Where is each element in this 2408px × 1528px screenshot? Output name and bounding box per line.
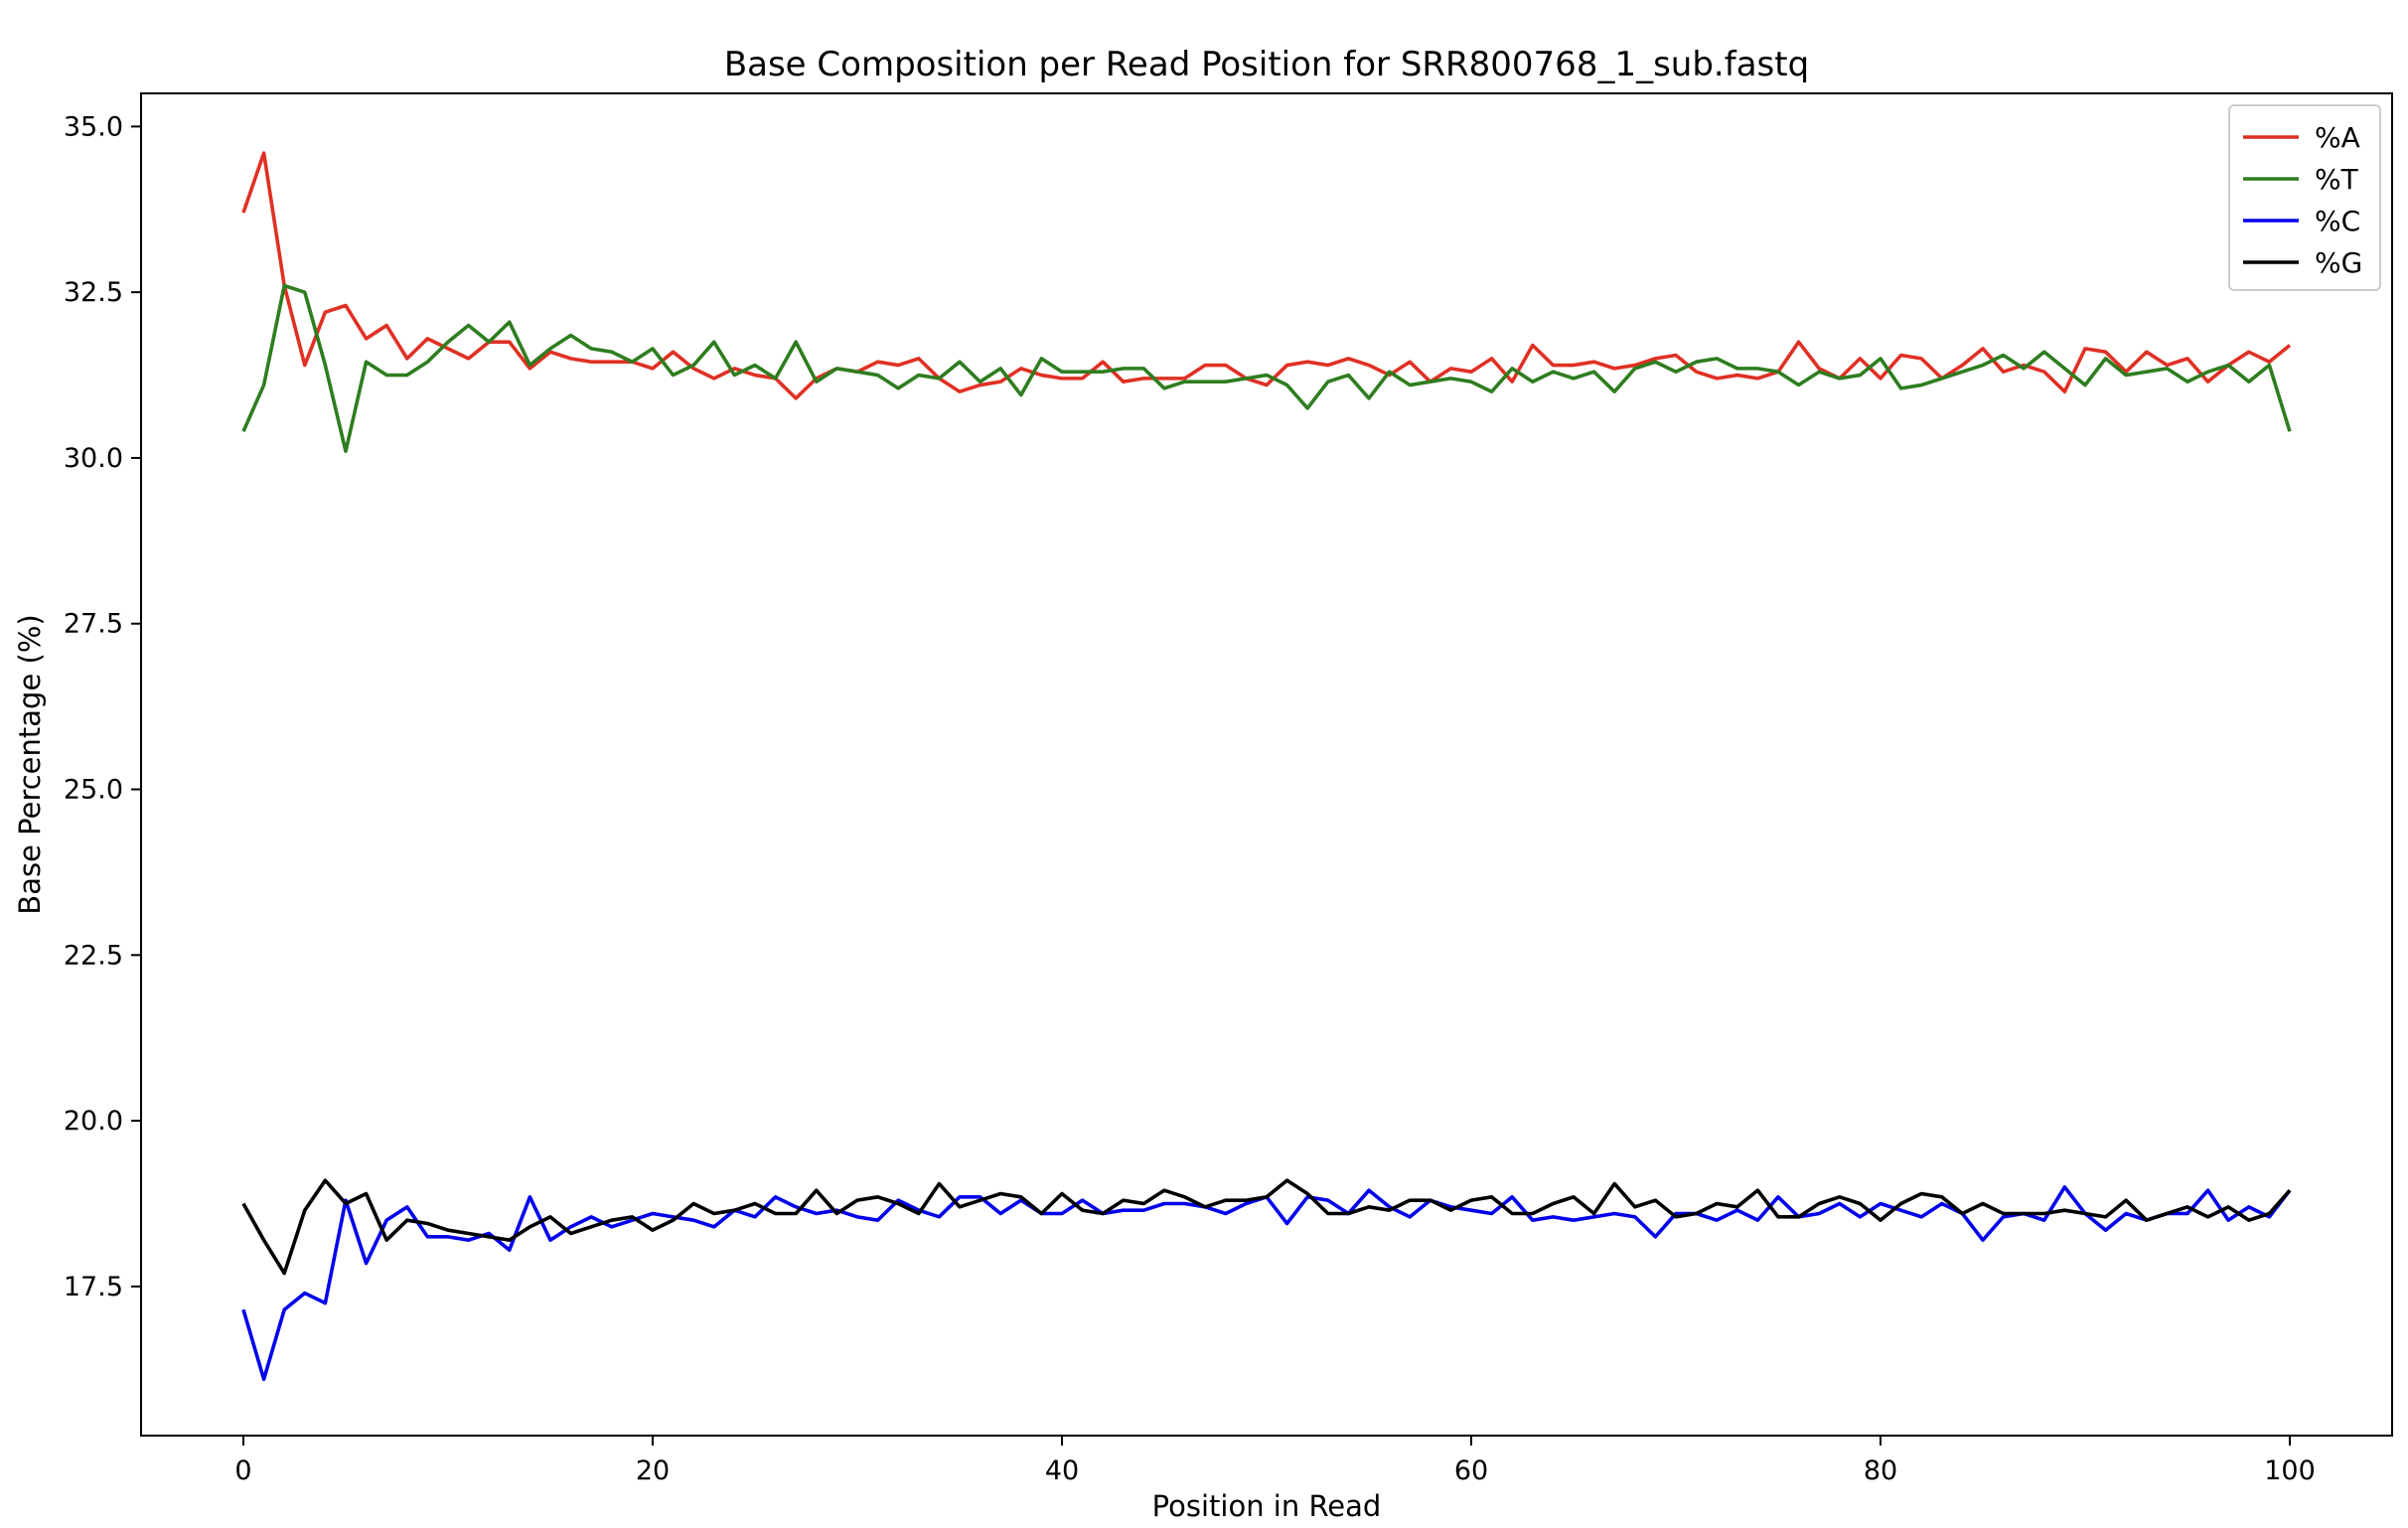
x-axis-label: Position in Read	[1152, 1489, 1382, 1523]
legend-label: %C	[2315, 205, 2360, 237]
legend-label: %T	[2315, 163, 2359, 196]
y-axis: 17.5 20.0 22.5 25.0 27.5 30.0 32.5 35.0	[64, 111, 141, 1302]
x-tick-label: 60	[1454, 1455, 1488, 1486]
y-tick-label: 30.0	[64, 443, 123, 474]
x-tick-label: 40	[1045, 1455, 1079, 1486]
chart-title: Base Composition per Read Position for S…	[724, 45, 1809, 84]
plot-frame	[140, 92, 2393, 1437]
legend: %A %T %C %G	[2228, 104, 2381, 291]
legend-box	[2228, 104, 2381, 291]
y-axis-label: Base Percentage (%)	[13, 614, 47, 914]
y-tick-label: 35.0	[64, 111, 123, 142]
x-tick-label: 20	[636, 1455, 670, 1486]
x-tick-label: 100	[2264, 1455, 2316, 1486]
x-axis: 0 20 40 60 80 100	[234, 1436, 2316, 1486]
y-tick-label: 27.5	[64, 609, 123, 640]
series-line-1	[241, 151, 2292, 400]
series-line-2	[241, 283, 2292, 454]
y-tick-label: 32.5	[64, 277, 123, 308]
series-layer	[241, 151, 2292, 1382]
y-tick-label: 25.0	[64, 775, 123, 806]
legend-label: %G	[2315, 246, 2362, 279]
series-line-4	[241, 1178, 2292, 1276]
y-tick-label: 20.0	[64, 1106, 123, 1137]
x-tick-label: 80	[1864, 1455, 1897, 1486]
x-tick-label: 0	[234, 1455, 251, 1486]
y-tick-label: 22.5	[64, 940, 123, 971]
y-tick-label: 17.5	[64, 1272, 123, 1302]
legend-label: %A	[2315, 121, 2360, 154]
